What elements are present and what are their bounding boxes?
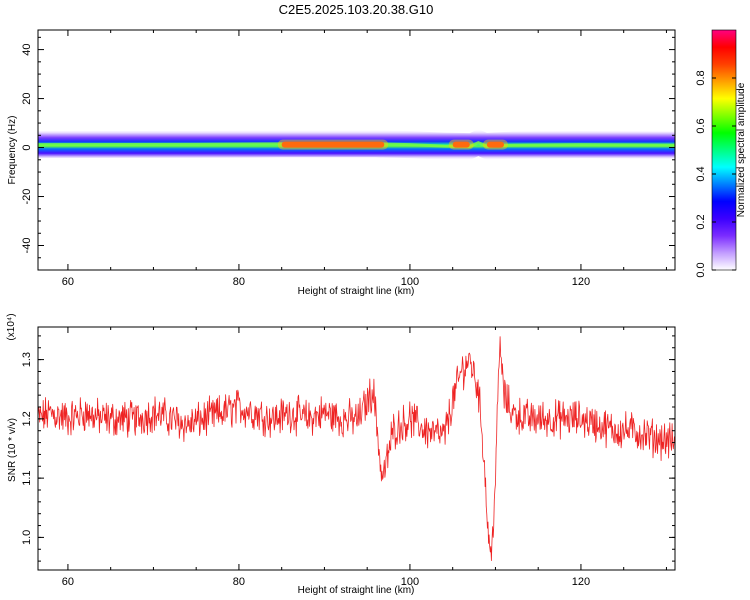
snr-x-axis-label: Height of straight line (km) (298, 585, 415, 596)
snr-ytick-label: 1.3 (21, 352, 33, 367)
frequency-band (38, 129, 675, 160)
snr-y-multiplier: (x10⁴) (6, 313, 17, 340)
spectrogram-panel: 60 80 100 120 -40 -20 0 20 40 Height of straight… (7, 29, 676, 297)
spectrogram-ytick-label: -20 (21, 189, 33, 205)
snr-ytick-label: 1.0 (21, 530, 33, 545)
colorbar-tick-label: 0.2 (695, 214, 707, 229)
colorbar-label: Normalized spectral amplitude (736, 82, 747, 217)
snr-xtick-label: 80 (233, 576, 245, 588)
snr-xtick-label: 120 (572, 576, 590, 588)
snr-xtick-label: 100 (401, 576, 419, 588)
band-high-amplitude-halo-0 (277, 139, 389, 150)
colorbar-gradient (711, 29, 737, 271)
colorbar-tick-label: 0.0 (695, 262, 707, 277)
spectrogram-xtick-label: 80 (233, 276, 245, 288)
snr-ticks: 60 80 100 120 1.0 1.1 1.2 1.3 (21, 327, 675, 588)
snr-panel: 60 80 100 120 1.0 1.1 1.2 1.3 Height of straigh… (6, 313, 676, 596)
spectrogram-x-axis-label: Height of straight line (km) (298, 286, 415, 297)
snr-xtick-label: 60 (62, 576, 74, 588)
spectrogram-ytick-label: 40 (21, 43, 33, 55)
snr-ytick-label: 1.2 (21, 411, 33, 426)
band-high-amplitude-2 (486, 141, 504, 148)
spectrogram-ytick-label: 20 (21, 92, 33, 104)
spectrogram-ytick-label: -40 (21, 238, 33, 254)
snr-ytick-label: 1.1 (21, 470, 33, 485)
colorbar-tick-label: 0.4 (695, 166, 707, 181)
spectrogram-xtick-label: 120 (572, 276, 590, 288)
spectrogram-ytick-label: 0 (21, 144, 33, 150)
band-high-amplitude-halo-1 (448, 139, 474, 150)
band-high-amplitude-1 (452, 141, 470, 148)
spectrogram-xtick-label: 100 (401, 276, 419, 288)
colorbar: 0.0 0.2 0.4 0.6 0.8 Normalized spectral ampl… (695, 29, 747, 278)
colorbar-tick-label: 0.6 (695, 118, 707, 133)
spectrogram-ticks: 60 80 100 120 -40 -20 0 20 40 (21, 30, 675, 288)
snr-line (38, 336, 675, 561)
colorbar-tick-label: 0.8 (695, 70, 707, 85)
colorbar-ticks: 0.0 0.2 0.4 0.6 0.8 (695, 70, 736, 278)
snr-y-axis-label: SNR (10 * v/v) (7, 418, 18, 482)
spectrogram-y-axis-label: Frequency (Hz) (7, 116, 18, 185)
spectrogram-xtick-label: 60 (62, 276, 74, 288)
snr-frame (37, 326, 676, 571)
band-high-amplitude-halo-2 (482, 139, 508, 150)
spectrogram-frame (37, 29, 676, 271)
snr-plot-area (38, 327, 675, 570)
band-high-amplitude-0 (281, 141, 385, 148)
figure-title: C2E5.2025.103.20.38.G10 (279, 2, 434, 17)
